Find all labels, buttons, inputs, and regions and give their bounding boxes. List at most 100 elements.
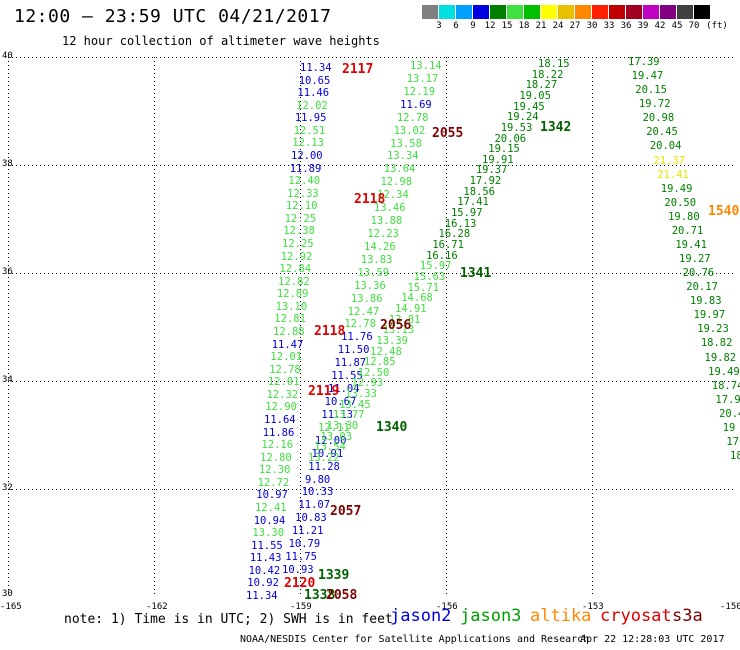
color-scale-tick: 36: [620, 21, 632, 31]
swh-observation: 12.30: [258, 464, 291, 477]
pass-number-label: 2058: [326, 588, 358, 603]
swh-observation: 19.27: [679, 253, 711, 265]
swh-observation: 13.34: [387, 150, 419, 163]
swh-observation: 12.78: [269, 363, 301, 376]
pass-number-label: 2118: [314, 324, 346, 339]
pass-number-label: 1339: [318, 568, 350, 583]
swh-observation: 12.89: [276, 288, 309, 301]
swh-observation: 17.41: [457, 196, 489, 209]
color-scale-tick: 30: [586, 21, 598, 31]
swh-observation: 12.19: [403, 85, 436, 98]
swh-observation: 17: [726, 435, 739, 448]
swh-observation: 12.34: [377, 189, 409, 202]
swh-observation: 20.04: [649, 140, 682, 153]
swh-observation: 12.01: [270, 351, 303, 364]
swh-observation: 17.9: [715, 393, 740, 406]
swh-observation: 11.28: [308, 460, 340, 473]
color-scale-tick: 33: [603, 21, 615, 31]
pass-number-label: 2118: [354, 192, 386, 207]
chart-title: 12:00 – 23:59 UTC 04/21/2017: [14, 6, 332, 27]
map-grid: [8, 57, 734, 597]
color-swatch: [626, 5, 643, 19]
swh-observation: 21.37: [653, 154, 686, 167]
swh-observation: 13.45: [339, 398, 371, 411]
swh-observation: 10.33: [301, 486, 334, 499]
longitude-label: -159: [290, 602, 312, 612]
color-scale-tick: 24: [552, 21, 564, 31]
swh-observation: 12.13: [292, 137, 324, 150]
swh-observation: 19.05: [519, 89, 551, 102]
swh-observation: 12.25: [284, 212, 317, 225]
swh-observation: 12.85: [363, 356, 396, 369]
swh-observation: 20.45: [646, 126, 678, 139]
swh-observation: 18.82: [700, 337, 733, 350]
swh-observation: 18.22: [531, 68, 564, 81]
swh-observation: 18.56: [463, 185, 495, 198]
swh-observation: 15.71: [407, 281, 440, 294]
swh-observation: 19.23: [697, 323, 729, 336]
swh-observation: 10.83: [295, 512, 327, 525]
latitude-label: 40: [2, 51, 13, 61]
swh-observation: 11.55: [251, 539, 283, 552]
swh-observation: 13.33: [345, 388, 377, 401]
swh-observation: 12.41: [255, 502, 287, 514]
swh-observation: 19.83: [689, 295, 722, 308]
color-scale-tick: 3: [436, 21, 442, 31]
color-swatch: [558, 5, 575, 19]
swh-observation: 11.50: [337, 344, 370, 357]
swh-observation: 11.95: [294, 112, 327, 125]
swh-observation: 11.04: [327, 383, 360, 396]
swh-observation: 13.81: [388, 313, 421, 326]
color-scale-tick: 42: [654, 21, 666, 31]
swh-observation: 12.98: [380, 176, 413, 189]
swh-observation: 12.90: [265, 401, 297, 414]
swh-observation: 13.64: [383, 163, 416, 176]
swh-observation: 13.86: [350, 292, 383, 305]
color-scale-tick: 18: [518, 21, 530, 31]
color-swatch: [592, 5, 609, 19]
swh-observation: 18.27: [525, 79, 558, 92]
color-scale-tick: 27: [569, 21, 581, 31]
swh-observation: 19.47: [631, 70, 664, 83]
footer-credit: NOAA/NESDIS Center for Satellite Applica…: [240, 634, 590, 645]
swh-observation: 11.43: [249, 552, 282, 565]
swh-observation: 13.58: [390, 137, 422, 150]
swh-observation: 12.32: [266, 388, 299, 401]
pass-number-label: 2057: [330, 504, 362, 519]
swh-observation: 20.98: [642, 112, 675, 125]
swh-observation: 14.26: [364, 240, 396, 253]
swh-observation: 12.78: [396, 111, 429, 124]
swh-observation: 13.39: [376, 334, 408, 347]
swh-observation: 12.40: [288, 175, 321, 188]
swh-observation: 13.54: [314, 441, 346, 454]
legend-item-jason2: jason2: [390, 606, 452, 626]
swh-observation: 11.47: [271, 338, 304, 351]
color-swatch: [694, 5, 711, 19]
swh-observation: 11.46: [297, 87, 330, 100]
swh-observation: 16.16: [426, 249, 458, 262]
color-swatch: [422, 5, 439, 19]
chart-subtitle: 12 hour collection of altimeter wave hei…: [62, 34, 380, 48]
swh-observation: 12.48: [370, 345, 402, 358]
swh-observation: 12.50: [357, 366, 390, 379]
swh-observation: 12.33: [287, 187, 319, 200]
color-swatch: [677, 5, 694, 19]
longitude-label: -153: [582, 602, 604, 612]
swh-observation: 10.94: [253, 514, 286, 527]
swh-observation: 20.15: [635, 84, 667, 97]
pass-number-label: 1338: [304, 588, 336, 603]
swh-observation: 13.13: [382, 324, 415, 337]
legend-item-altika: altika: [530, 606, 592, 626]
color-swatch: [439, 5, 456, 19]
swh-observation: 13.03: [320, 430, 353, 443]
swh-observation: 12.25: [282, 238, 314, 250]
color-swatch: [456, 5, 473, 19]
color-scale-tick: (ft): [706, 21, 728, 31]
swh-observation: 10.93: [282, 564, 314, 576]
color-scale-tick: 15: [501, 21, 513, 31]
longitude-label: -150: [720, 602, 740, 612]
swh-observation: 17.92: [469, 175, 502, 188]
swh-observation: 12.93: [351, 377, 384, 390]
color-scale-tick: 21: [535, 21, 547, 31]
swh-observation: 11.13: [321, 408, 353, 421]
